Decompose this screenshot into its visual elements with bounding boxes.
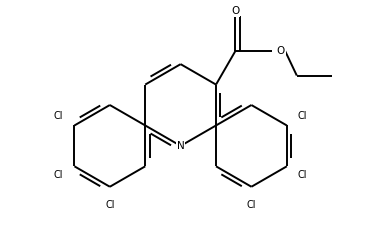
Text: Cl: Cl	[298, 170, 307, 180]
Text: N: N	[177, 141, 185, 151]
Text: O: O	[276, 46, 285, 56]
Text: Cl: Cl	[247, 200, 256, 210]
Text: Cl: Cl	[298, 111, 307, 121]
Text: O: O	[231, 6, 240, 16]
Text: Cl: Cl	[54, 170, 63, 180]
Text: Cl: Cl	[54, 111, 63, 121]
Text: Cl: Cl	[105, 200, 115, 210]
